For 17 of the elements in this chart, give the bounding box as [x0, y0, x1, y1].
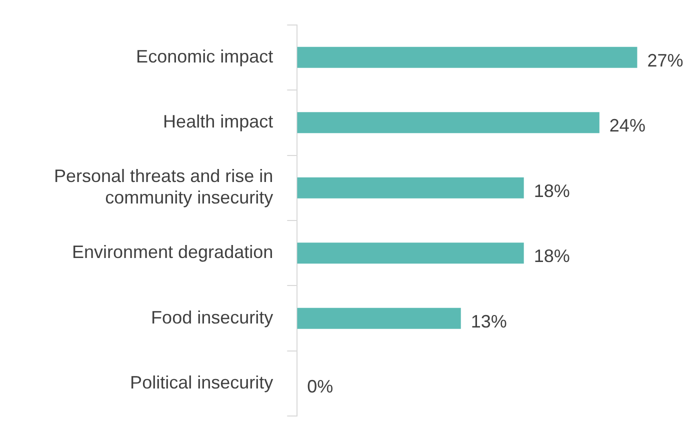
bar — [297, 308, 461, 329]
data-label: 27% — [647, 50, 684, 70]
y-tick-label: Political insecurity — [130, 372, 274, 393]
data-label: 13% — [470, 311, 507, 332]
y-tick-label: Environment degradation — [72, 242, 274, 262]
bar — [297, 177, 524, 198]
bar — [297, 46, 638, 68]
y-tick-label: Food insecurity — [151, 307, 274, 328]
data-label: 24% — [609, 116, 646, 136]
data-label: 0% — [307, 376, 334, 397]
data-label: 18% — [534, 180, 570, 201]
data-label: 18% — [534, 246, 570, 266]
bar — [297, 242, 524, 264]
bar — [297, 112, 600, 134]
y-tick-label: Economic impact — [136, 46, 274, 66]
y-tick-label: Personal threats and rise in community insecurity — [54, 166, 274, 208]
y-tick-label: Health impact — [163, 112, 274, 132]
